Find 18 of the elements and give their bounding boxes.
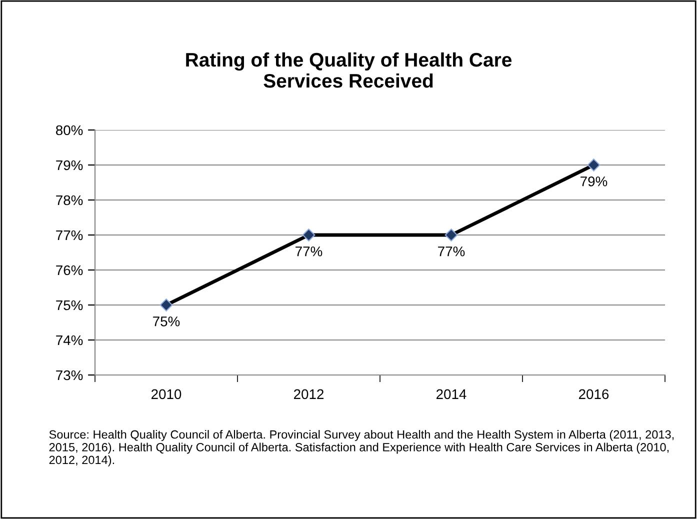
y-tick-label: 80%	[56, 125, 83, 136]
x-tick-label: 2010	[152, 389, 182, 400]
y-tick-label: 77%	[56, 230, 83, 240]
y-tick-label: 78%	[56, 195, 83, 206]
y-tick-label: 73%	[56, 370, 83, 380]
x-tick-label: 2012	[294, 389, 324, 400]
x-tick-label: 2016	[579, 389, 609, 400]
x-tick-label: 2014	[436, 389, 466, 400]
y-tick-label: 75%	[56, 300, 83, 310]
data-label: 75%	[153, 316, 180, 326]
data-label: 77%	[438, 246, 465, 256]
chart-title: Rating of the Quality of Health Care Services Received	[186, 52, 512, 88]
y-tick-label: 74%	[56, 335, 83, 346]
source-note: Source: Health Quality Council of Alberta. Provincial Survey about Health and the Health System in Alberta (2011, 2013, 2015, 2016). Health Quality Council of Alberta. Satisfaction and Experience with Health Care Services in Alberta (2010, 2012, 2014).	[49, 430, 674, 466]
y-tick-label: 79%	[56, 160, 83, 170]
y-tick-label: 76%	[56, 265, 83, 276]
data-label: 77%	[296, 246, 322, 256]
data-label: 79%	[580, 176, 608, 186]
